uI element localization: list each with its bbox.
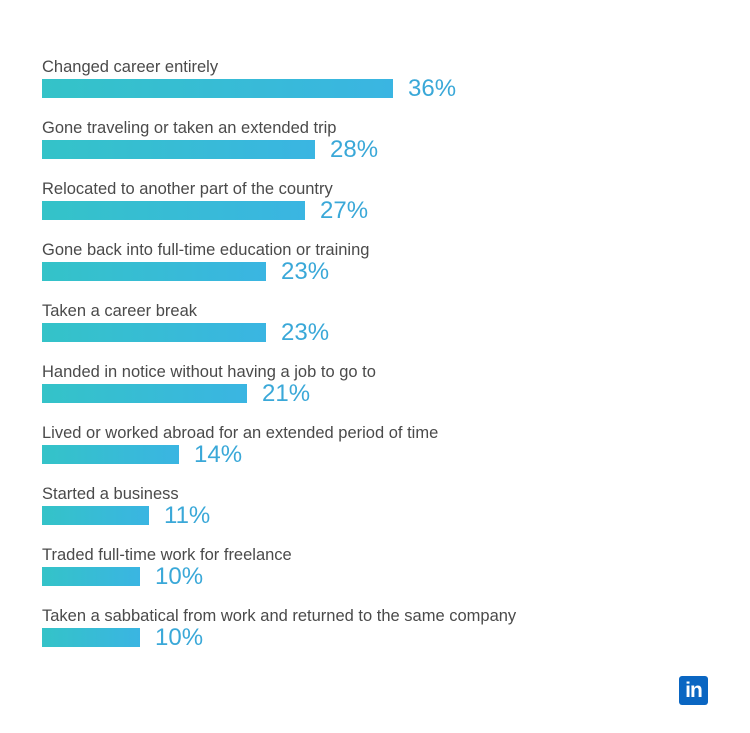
bar-row: Gone back into full-time education or tr…	[42, 240, 722, 296]
bar-category-label: Gone traveling or taken an extended trip	[42, 119, 337, 137]
bar-row: Handed in notice without having a job to…	[42, 362, 722, 418]
bar-value-label: 23%	[281, 258, 330, 285]
bar-category-label: Handed in notice without having a job to…	[42, 363, 376, 381]
bar-row: Taken a career break 23%	[42, 301, 722, 357]
bar	[42, 628, 140, 647]
bar-value-label: 10%	[155, 624, 204, 651]
bar-value-label: 23%	[281, 319, 330, 346]
bar	[42, 567, 140, 586]
bar-category-label: Gone back into full-time education or tr…	[42, 241, 370, 259]
bar	[42, 140, 315, 159]
bar	[42, 201, 305, 220]
bar-value-label: 27%	[320, 197, 369, 224]
bar-value-label: 36%	[408, 75, 457, 102]
bar-value-label: 28%	[330, 136, 379, 163]
bar-category-label: Lived or worked abroad for an extended p…	[42, 424, 439, 442]
bar-row: Started a business 11%	[42, 484, 722, 540]
bar	[42, 262, 266, 281]
bar-row: Taken a sabbatical from work and returne…	[42, 606, 722, 662]
bar-row: Gone traveling or taken an extended trip…	[42, 118, 722, 174]
bar-row: Traded full-time work for freelance 10%	[42, 545, 722, 601]
bar	[42, 506, 149, 525]
bar-category-label: Relocated to another part of the country	[42, 180, 333, 198]
bar-value-label: 11%	[164, 502, 211, 529]
bar-value-label: 14%	[194, 441, 243, 468]
bar-category-label: Taken a career break	[42, 302, 198, 320]
bar-value-label: 10%	[155, 563, 204, 590]
bar-row: Changed career entirely 36%	[42, 57, 722, 113]
bar-category-label: Traded full-time work for freelance	[42, 546, 292, 564]
bar-row: Lived or worked abroad for an extended p…	[42, 423, 722, 479]
bar	[42, 445, 179, 464]
bar-row: Relocated to another part of the country…	[42, 179, 722, 235]
linkedin-logo-icon: in	[679, 676, 708, 705]
bar-category-label: Taken a sabbatical from work and returne…	[42, 607, 517, 625]
bar	[42, 323, 266, 342]
bar-value-label: 21%	[262, 380, 311, 407]
bar	[42, 384, 247, 403]
bar-category-label: Changed career entirely	[42, 58, 219, 76]
bar	[42, 79, 393, 98]
bar-category-label: Started a business	[42, 485, 179, 503]
